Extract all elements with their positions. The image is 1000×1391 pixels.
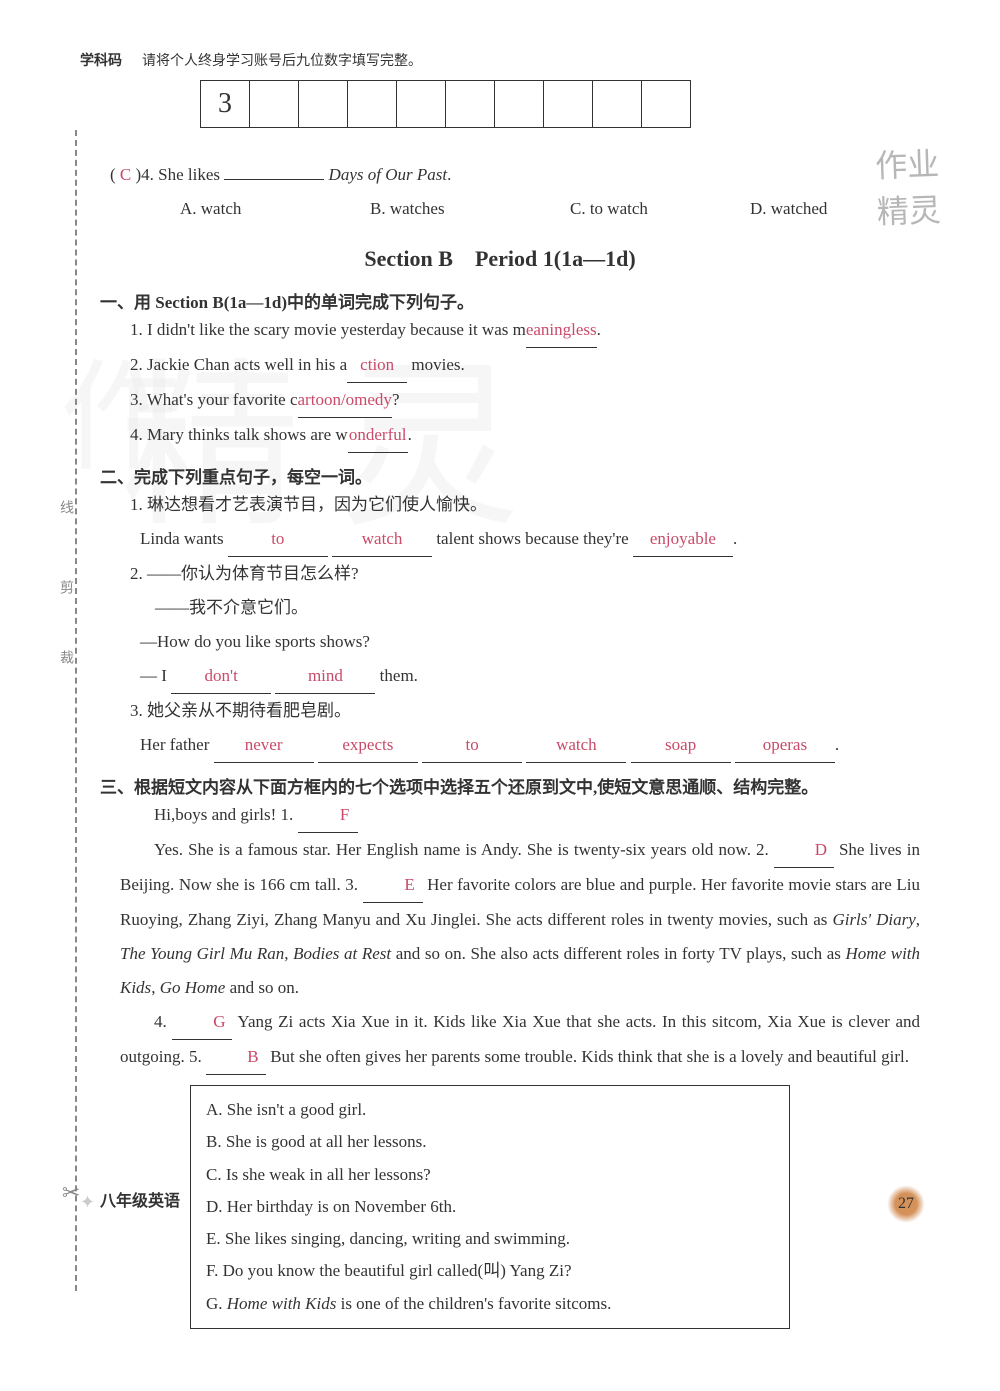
ex3-opt-f: F. Do you know the beautiful girl called… [206,1255,774,1287]
code-box-5[interactable] [445,80,495,128]
ex2-1-blank1: to [228,522,328,557]
ex3-blank1: F [298,798,358,833]
ex3-blank2: D [774,833,834,868]
ex2-3-blank2: expects [318,728,418,763]
ex1-item2: 2. Jackie Chan acts well in his action m… [130,348,920,383]
ex2-1-blank3: enjoyable [633,522,733,557]
ex2-item2-eng-q: —How do you like sports shows? [140,625,920,659]
q4-options: A. watch B. watches C. to watch D. watch… [180,192,920,226]
page-number: 27 [898,1195,914,1213]
ex3-p3: 4. G Yang Zi acts Xia Xue in it. Kids li… [120,1005,920,1075]
ex2-item1-eng: Linda wants to watch talent shows becaus… [140,522,920,557]
ex1-ans1: eaningless [526,313,597,348]
q4-answer: C [120,165,131,184]
ex2-3-blank5: soap [631,728,731,763]
perforation-line [75,130,77,1291]
q4-option-b: B. watches [370,192,570,226]
code-box-1[interactable] [249,80,299,128]
code-box-0[interactable]: 3 [200,80,250,128]
ex3-blank4: G [172,1005,232,1040]
q4-period: . [447,165,451,184]
ex3-p2: Yes. She is a famous star. Her English n… [120,833,920,1005]
ex3-opt-c: C. Is she weak in all her lessons? [206,1159,774,1191]
code-box-4[interactable] [396,80,446,128]
section-title: Section B Period 1(1a—1d) [80,241,920,273]
q4-prefix: ( [110,165,116,184]
header-instruction: 请将个人终身学习账号后九位数字填写完整。 [142,50,422,70]
ex1-ans4: onderful [348,418,408,453]
subject-code-label: 学科码 [80,50,122,70]
ex2-3-blank6: operas [735,728,835,763]
code-box-2[interactable] [298,80,348,128]
ex3-opt-e: E. She likes singing, dancing, writing a… [206,1223,774,1255]
side-label-cut: 裁 [55,650,75,664]
code-box-6[interactable] [494,80,544,128]
ex2-3-blank3: to [422,728,522,763]
ex3-options-box: A. She isn't a good girl. B. She is good… [190,1085,790,1329]
code-input-boxes[interactable]: 3 [200,80,920,128]
side-label-line: 线 [55,500,75,514]
ex1-ans2: ction [347,348,407,383]
ex1-item3: 3. What's your favorite cartoon/omedy? [130,383,920,418]
q4-title: Days of Our Past [329,165,448,184]
code-box-9[interactable] [641,80,691,128]
ex3-blank5: B [206,1040,266,1075]
ex1-item1: 1. I didn't like the scary movie yesterd… [130,313,920,348]
ex2-item3-eng: Her father never expects to watch soap o… [140,728,920,763]
ex1-item4: 4. Mary thinks talk shows are wonderful. [130,418,920,453]
ex3-opt-b: B. She is good at all her lessons. [206,1126,774,1158]
code-box-8[interactable] [592,80,642,128]
ex2-item1-chinese: 1. 琳达想看才艺表演节目，因为它们使人愉快。 [130,488,920,522]
exercise3-title: 三、根据短文内容从下面方框内的七个选项中选择五个还原到文中,使短文意思通顺、结构… [100,773,920,798]
ex1-ans3: artoon/omedy [298,383,392,418]
ex2-item2-eng-a: — I don't mind them. [140,659,920,694]
page-content: 学科码 请将个人终身学习账号后九位数字填写完整。 3 ( C )4. She l… [80,50,920,1339]
footer-grade-label: 八年级英语 [100,1187,180,1211]
q4-option-d: D. watched [750,192,890,226]
side-label-fold: 剪 [55,580,75,594]
ex2-item2-chinese-q: 2. ——你认为体育节目怎么样? [130,557,920,591]
q4-option-a: A. watch [180,192,370,226]
q4-suffix: )4. She likes [136,165,221,184]
ex3-opt-g: G. Home with Kids is one of the children… [206,1288,774,1320]
ex2-item2-chinese-a: ——我不介意它们。 [155,591,920,625]
ex2-item3-chinese: 3. 她父亲从不期待看肥皂剧。 [130,694,920,728]
ex2-2-blank2: mind [275,659,375,694]
code-box-7[interactable] [543,80,593,128]
footer-star-icon: ✦ [80,1192,95,1213]
q4-blank [224,179,324,180]
ex2-2-blank1: don't [171,659,271,694]
ex2-3-blank1: never [214,728,314,763]
ex2-3-blank4: watch [526,728,626,763]
page-number-badge: 27 [887,1185,925,1223]
ex3-opt-a: A. She isn't a good girl. [206,1094,774,1126]
question-4: ( C )4. She likes Days of Our Past. [110,158,920,192]
exercise2-title: 二、完成下列重点句子，每空一词。 [100,463,920,488]
scissors-icon: ✂ [62,1180,80,1206]
header-row: 学科码 请将个人终身学习账号后九位数字填写完整。 [80,50,920,70]
ex3-opt-d: D. Her birthday is on November 6th. [206,1191,774,1223]
ex2-1-blank2: watch [332,522,432,557]
exercise1-title: 一、用 Section B(1a—1d)中的单词完成下列句子。 [100,288,920,313]
code-box-3[interactable] [347,80,397,128]
ex3-p1: Hi,boys and girls! 1. F [120,798,920,833]
ex3-blank3: E [363,868,423,903]
q4-option-c: C. to watch [570,192,750,226]
